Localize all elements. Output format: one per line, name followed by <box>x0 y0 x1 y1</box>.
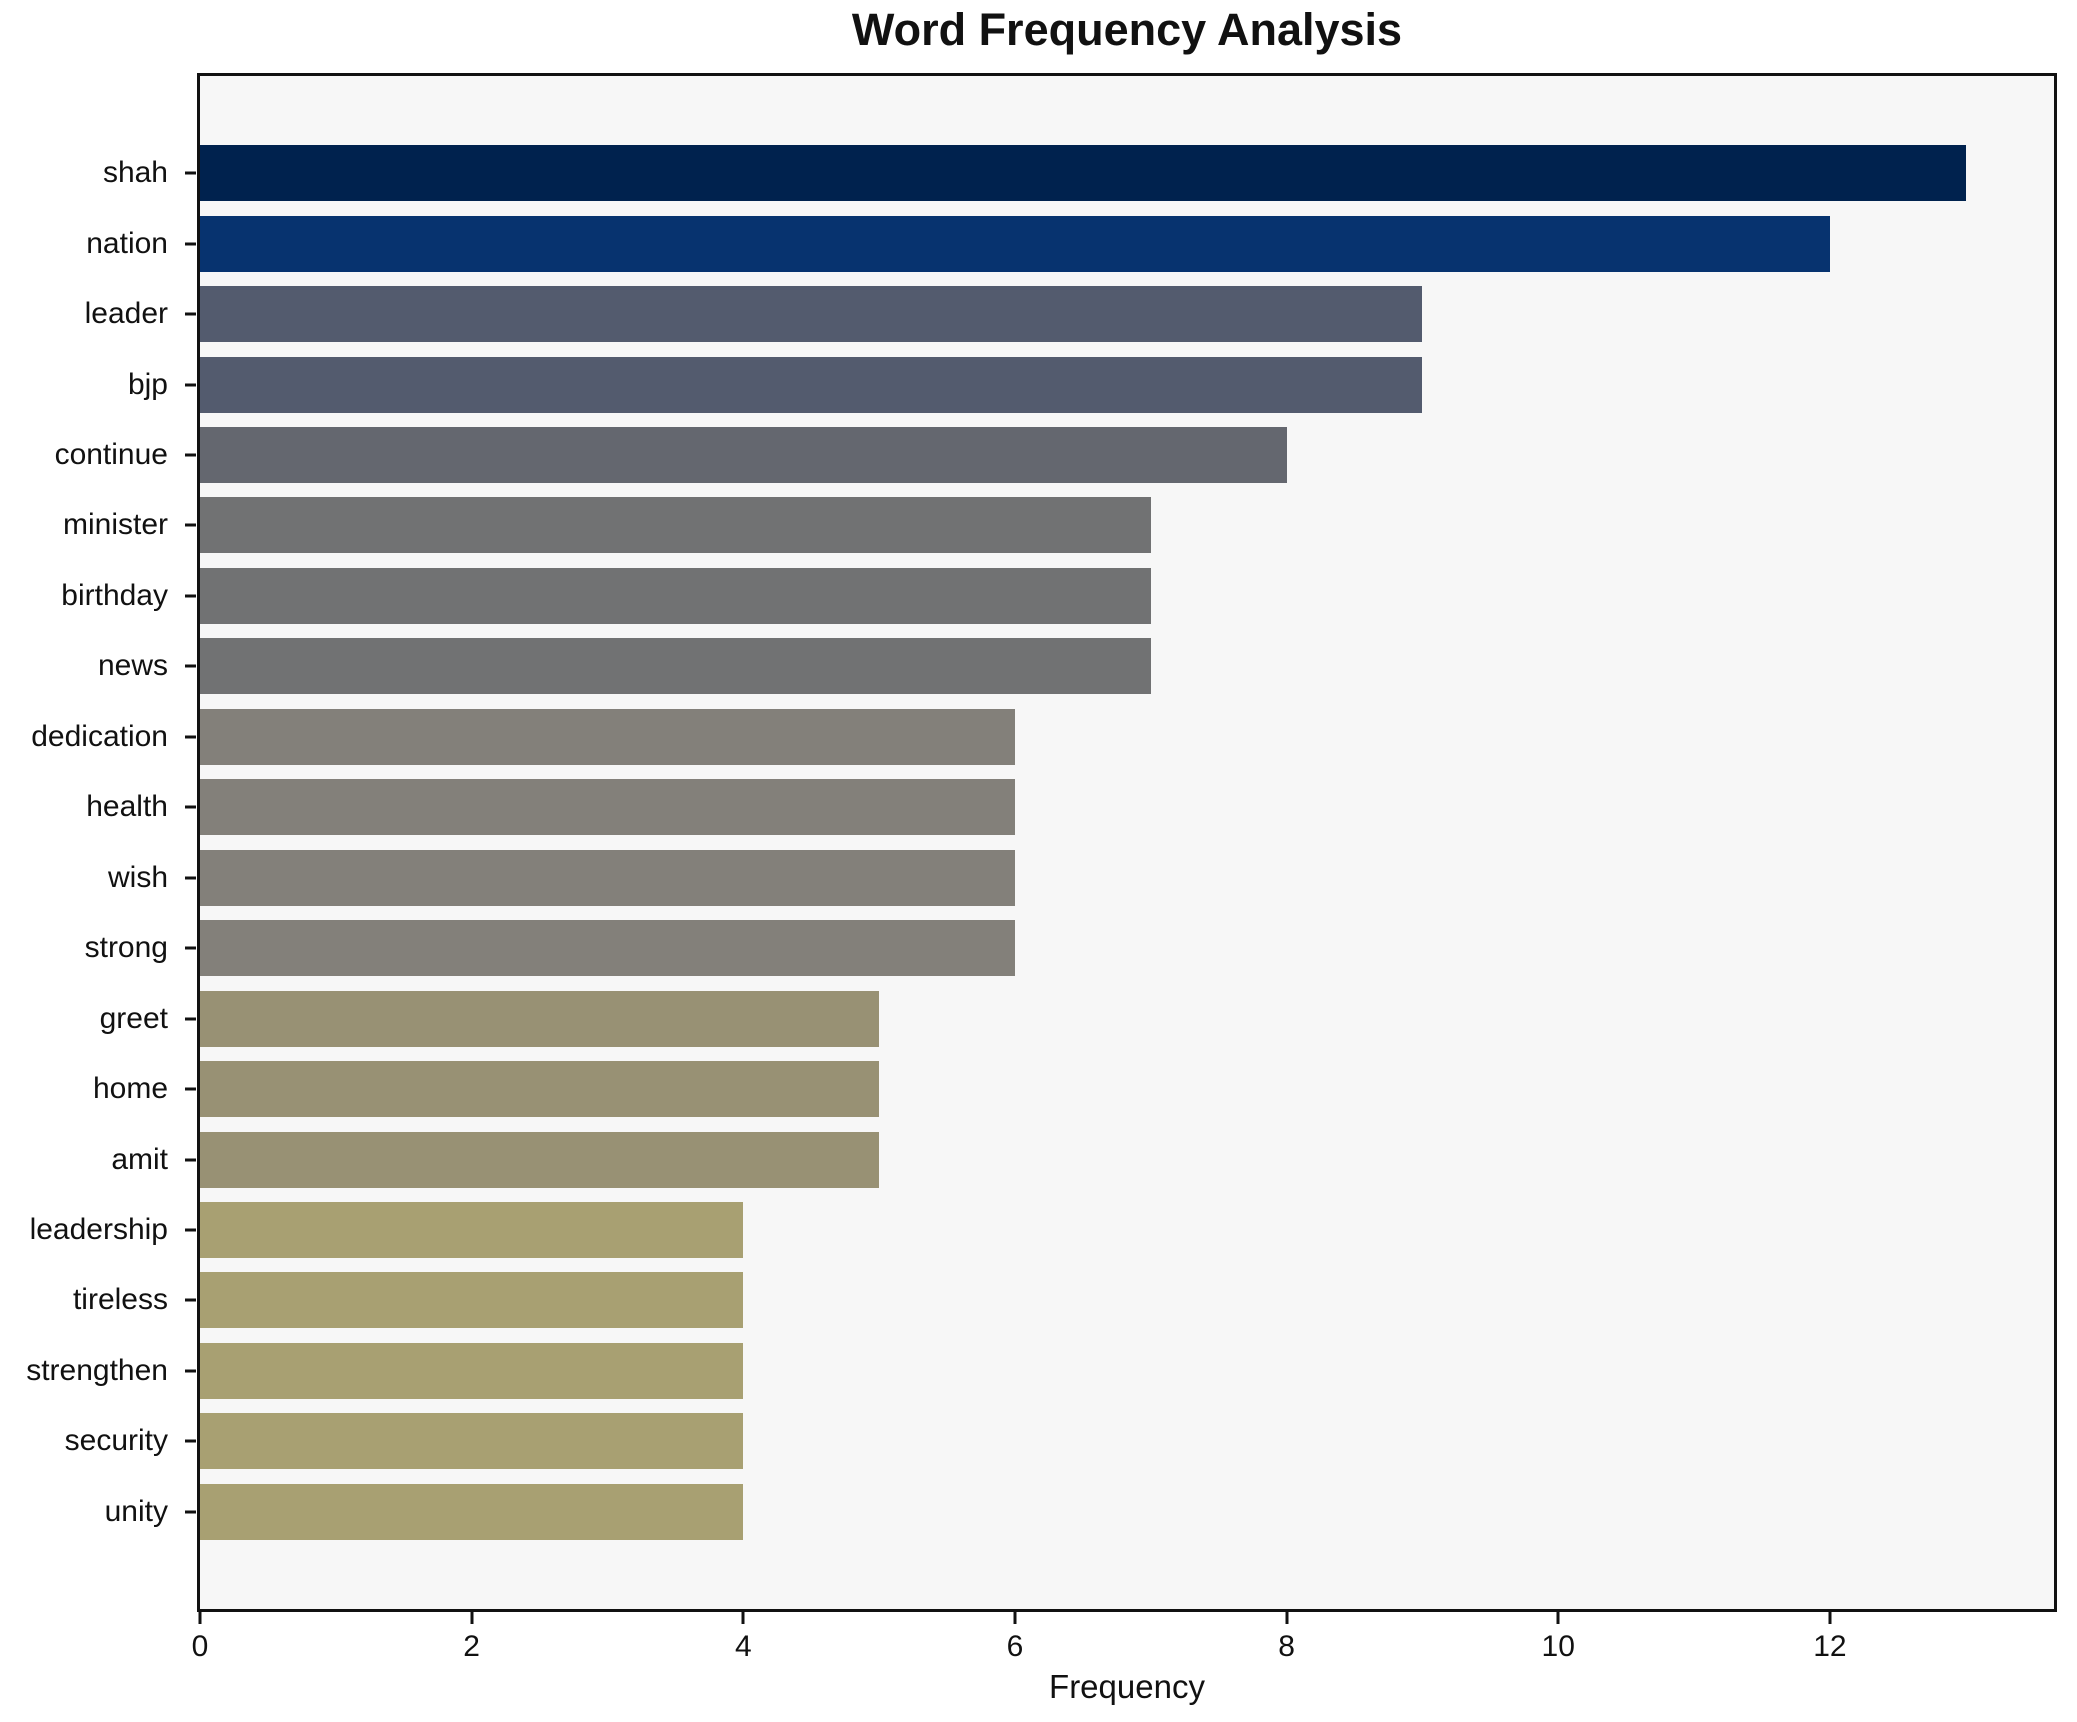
y-tick-news <box>185 664 196 668</box>
y-axis-label-strengthen: strengthen <box>26 1353 168 1387</box>
bar-amit <box>200 1131 880 1188</box>
y-axis-label-dedication: dedication <box>31 719 168 753</box>
y-axis-label-birthday: birthday <box>61 578 168 612</box>
bar-health <box>200 779 1015 836</box>
y-tick-nation <box>185 242 196 246</box>
y-axis-label-home: home <box>92 1072 168 1106</box>
bar-strong <box>200 920 1015 977</box>
y-tick-strong <box>185 946 196 950</box>
bar-news <box>200 638 1151 695</box>
y-tick-leader <box>185 312 196 316</box>
y-tick-bjp <box>185 383 196 387</box>
bar-strengthen <box>200 1342 744 1399</box>
y-tick-health <box>185 805 196 809</box>
x-axis: 0 2 4 6 8 10 12 <box>192 1612 2057 1722</box>
y-axis-label-leadership: leadership <box>29 1212 168 1246</box>
x-tick-label-12: 12 <box>1813 1630 1847 1663</box>
bar-minister <box>200 497 1151 554</box>
bar-dedication <box>200 708 1015 765</box>
y-tick-shah <box>185 171 196 175</box>
y-tick-tireless <box>185 1298 196 1302</box>
y-axis-label-greet: greet <box>99 1001 168 1035</box>
y-axis-label-bjp: bjp <box>127 367 168 401</box>
x-tick-12 <box>1828 1612 1832 1624</box>
bar-bjp <box>200 356 1423 413</box>
y-axis-label-minister: minister <box>62 508 168 542</box>
y-tick-minister <box>185 523 196 527</box>
bar-home <box>200 1061 880 1118</box>
bar-continue <box>200 427 1287 484</box>
y-axis-label-continue: continue <box>54 438 168 472</box>
y-tick-unity <box>185 1510 196 1514</box>
x-tick-0 <box>198 1612 202 1624</box>
y-tick-greet <box>185 1017 196 1021</box>
bar-unity <box>200 1483 744 1540</box>
y-axis-label-strong: strong <box>84 931 168 965</box>
chart-title: Word Frequency Analysis <box>851 4 1403 55</box>
y-axis-label-amit: amit <box>111 1142 168 1176</box>
x-tick-6 <box>1013 1612 1017 1624</box>
y-axis: shah nation leader bjp continue minister birth… <box>0 73 197 1612</box>
y-axis-label-health: health <box>86 790 168 824</box>
y-axis-label-nation: nation <box>86 226 168 260</box>
y-tick-security <box>185 1439 196 1443</box>
x-tick-label-2: 2 <box>463 1630 480 1663</box>
x-tick-label-10: 10 <box>1541 1630 1575 1663</box>
y-axis-label-security: security <box>64 1424 168 1458</box>
y-tick-birthday <box>185 594 196 598</box>
y-tick-wish <box>185 876 196 880</box>
x-tick-4 <box>741 1612 745 1624</box>
bar-wish <box>200 849 1015 906</box>
x-tick-label-6: 6 <box>1006 1630 1024 1663</box>
bar-tireless <box>200 1272 744 1329</box>
x-tick-label-0: 0 <box>191 1630 209 1663</box>
y-axis-label-shah: shah <box>102 156 168 190</box>
y-axis-label-unity: unity <box>104 1494 168 1528</box>
y-tick-amit <box>185 1158 196 1162</box>
y-tick-dedication <box>185 735 196 739</box>
bar-greet <box>200 990 880 1047</box>
y-axis-label-news: news <box>97 649 168 683</box>
x-tick-label-4: 4 <box>734 1630 752 1663</box>
bar-birthday <box>200 567 1151 624</box>
x-axis-title: Frequency <box>1049 1668 1205 1705</box>
x-tick-8 <box>1285 1612 1289 1624</box>
y-tick-continue <box>185 453 196 457</box>
x-tick-10 <box>1556 1612 1560 1624</box>
x-tick-2 <box>470 1612 474 1624</box>
bar-leadership <box>200 1201 744 1258</box>
y-tick-home <box>185 1087 196 1091</box>
bar-leader <box>200 286 1423 343</box>
x-tick-label-8: 8 <box>1278 1630 1295 1663</box>
bar-nation <box>200 215 1830 272</box>
y-axis-label-tireless: tireless <box>72 1283 168 1317</box>
y-tick-strengthen <box>185 1369 196 1373</box>
y-axis-label-leader: leader <box>84 297 168 331</box>
plot-area <box>197 73 2057 1612</box>
bar-shah <box>200 145 1966 202</box>
y-axis-label-wish: wish <box>107 860 168 894</box>
bar-security <box>200 1413 744 1470</box>
y-tick-leadership <box>185 1228 196 1232</box>
